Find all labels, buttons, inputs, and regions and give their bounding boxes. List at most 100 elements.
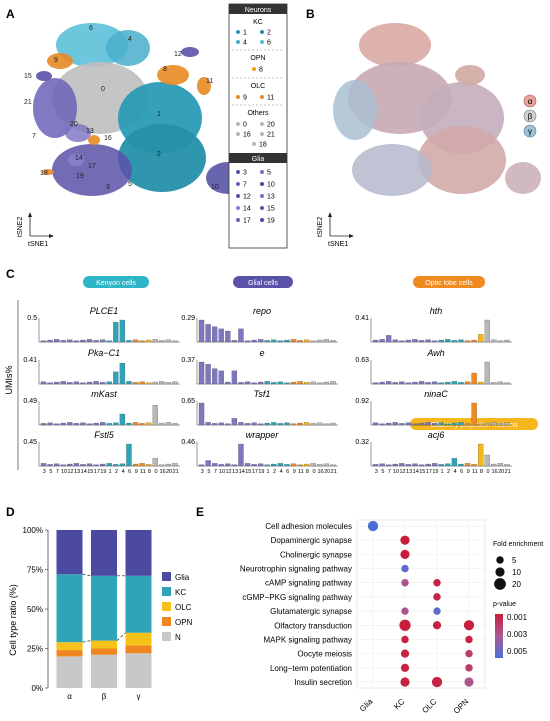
gene-bar (491, 382, 497, 385)
x-tick-label: 17 (426, 469, 432, 475)
cluster-blob-2 (118, 124, 206, 192)
x-tick-label: 10 (393, 469, 399, 475)
cluster-blob-9 (47, 53, 73, 69)
gene-bar (445, 381, 451, 385)
x-tick-label: 5 (49, 469, 52, 475)
gene-bar (159, 340, 165, 343)
gene-bar (323, 463, 330, 467)
gene-bar (205, 364, 211, 385)
gene-bar (304, 382, 310, 385)
gene-bar (471, 339, 477, 343)
gene-bar (119, 463, 126, 467)
gene-bar (451, 458, 458, 467)
gene-bar (139, 463, 145, 467)
gene-bar (67, 422, 73, 426)
gene-bar (67, 339, 73, 343)
gene-bar (297, 464, 303, 467)
x-tick-label: 9 (293, 469, 296, 475)
x-tick-label: 19 (258, 469, 264, 475)
gene-bar (484, 422, 490, 426)
gene-bar (478, 423, 484, 426)
x-tick-label: 21 (173, 469, 179, 475)
gene-max-2-1: 0.63 (355, 357, 369, 364)
x-tick-label: 7 (56, 469, 59, 475)
gene-bar (132, 463, 139, 467)
size-legend-dot (496, 556, 504, 564)
cluster-blob-11 (197, 77, 211, 95)
x-tick-label: 6 (460, 469, 463, 475)
gene-bar (86, 423, 93, 426)
gene-bar (165, 339, 172, 343)
legend-item-olc-11: 11 (267, 95, 274, 102)
cluster-label-11: 11 (206, 78, 213, 85)
gene-bar (405, 339, 412, 343)
gene-max-1-1: 0.37 (181, 357, 195, 364)
axis-label-tsne2-a: tSNE2 (17, 217, 24, 237)
gene-bar (47, 422, 53, 426)
gene-bar (80, 382, 86, 385)
enrichment-dot (432, 621, 442, 630)
gene-bar (379, 339, 385, 343)
tsne-axes-a: tSNE2 tSNE1 (17, 212, 54, 248)
gene-bar (113, 371, 119, 385)
gene-name-1-3: wrapper (246, 430, 280, 440)
gene-bar (106, 463, 112, 467)
gene-bar (405, 382, 412, 385)
gene-bar (258, 423, 264, 426)
enrichment-dot (433, 593, 441, 601)
gene-bar (418, 422, 425, 426)
cluster-label-19: 19 (76, 173, 84, 180)
cluster-blob-21 (33, 78, 77, 138)
gene-bar (491, 463, 497, 467)
legend-item-glia-19: 19 (267, 218, 275, 225)
gene-bar (251, 422, 257, 426)
size-legend-label: 5 (512, 556, 517, 565)
bar-segment-glia (125, 530, 152, 576)
gene-bar (212, 423, 218, 426)
gene-bar (258, 381, 264, 385)
kegg-enrichment-dotplot: Fold enrichment p-value Glia KC OLC OPN Cell… (240, 519, 543, 716)
x-tick-label: 16 (160, 469, 166, 475)
gene-bar (218, 422, 224, 426)
gene-bar (100, 339, 106, 343)
gene-bar (379, 381, 385, 385)
gene-bar (271, 463, 277, 467)
gene-bar (205, 324, 211, 343)
gene-bar (491, 422, 497, 426)
gene-bar (317, 382, 323, 385)
gene-bar (231, 464, 238, 467)
gene-max-0-3: 0.45 (23, 439, 37, 446)
gene-bar (478, 443, 484, 467)
gene-bar (172, 340, 178, 343)
x-tick-label: 4 (280, 469, 283, 475)
x-tick-label: 7 (388, 469, 391, 475)
legend-swatch-gamma (523, 124, 537, 138)
enrichment-dot (400, 549, 410, 559)
gene-bar (113, 464, 119, 467)
sample-legend: α β γ (523, 94, 537, 138)
cell-type-ratio-chart: Cell type ratio (%) 0% 25% 50% 75% 100% α β γ Gl… (8, 526, 193, 701)
gene-bar (451, 340, 458, 343)
legend-swatch-n (162, 632, 171, 641)
gene-bar (132, 382, 139, 385)
bar-segment-kc (56, 574, 83, 643)
x-tick-label: 16 (318, 469, 324, 475)
legend-title-glia: Glia (252, 156, 265, 163)
gene-bar (54, 339, 60, 343)
x-tick-label: 3 (43, 469, 46, 475)
x-tick-label: 15 (245, 469, 251, 475)
legend-item-kc-6: 6 (267, 40, 271, 47)
gene-bar (126, 340, 132, 343)
gene-bar (432, 463, 438, 467)
gene-bar (412, 463, 418, 467)
panel-label-d: D (6, 505, 15, 519)
bar-segment-olc (91, 640, 117, 649)
gene-bar (372, 422, 379, 426)
legend-swatch-opn (162, 617, 171, 626)
gene-bar (113, 322, 119, 343)
gene-bar (40, 381, 47, 385)
gene-bar (126, 422, 132, 426)
gene-bar (497, 381, 504, 385)
gene-bar (67, 463, 73, 467)
enrichment-dot (433, 607, 441, 615)
